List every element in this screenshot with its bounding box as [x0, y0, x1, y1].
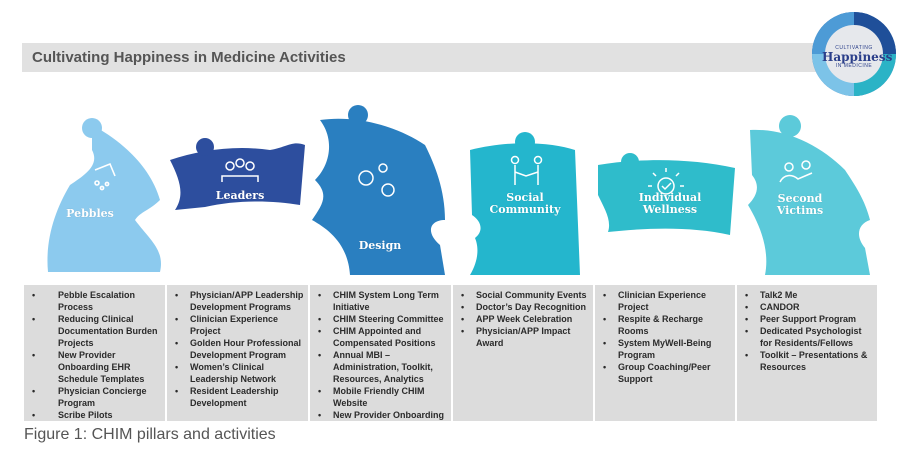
activity-item: Dedicated Psychologist for Residents/Fel… [743, 325, 874, 349]
activity-item: Reducing Clinical Documentation Burden P… [30, 313, 162, 349]
activity-item: Women’s Clinical Leadership Network [173, 361, 305, 385]
activity-item: Resident Leadership Development [173, 385, 305, 409]
activity-item: Talk2 Me [743, 289, 874, 301]
activity-item: Physician/APP Leadership Development Pro… [173, 289, 305, 313]
pillar-label-individual-wellness: Individual Wellness [638, 191, 702, 216]
activity-item: Annual MBI – Administration, Toolkit, Re… [316, 349, 448, 385]
activity-item: APP Week Celebration [459, 313, 590, 325]
support-person-icon [779, 160, 813, 183]
individual-wellness-piece [598, 153, 735, 235]
activity-item: Social Community Events [459, 289, 590, 301]
activity-item: New Provider Onboarding [316, 409, 448, 421]
activity-item: CHIM System Long Term Initiative [316, 289, 448, 313]
activity-item: Golden Hour Professional Development Pro… [173, 337, 305, 361]
pillar-label-leaders: Leaders [215, 189, 265, 202]
activity-item: CHIM Appointed and Compensated Positions [316, 325, 448, 349]
activity-item: Peer Support Program [743, 313, 874, 325]
leaders-piece [170, 138, 305, 210]
activity-item: Mobile Friendly CHIM Website [316, 385, 448, 409]
people-group-icon [221, 158, 259, 182]
pebbles-piece [47, 118, 161, 272]
activity-item: Doctor’s Day Recognition [459, 301, 590, 313]
pillar-label-pebbles: Pebbles [66, 207, 114, 220]
handshake-icon [510, 155, 543, 185]
leaders-activities: Physician/APP Leadership Development Pro… [167, 285, 308, 421]
logo-text: CULTIVATING Happiness IN MEDICINE [822, 45, 893, 69]
activity-item: Scribe Pilots [30, 409, 162, 421]
chim-logo [812, 12, 896, 96]
activity-item: CANDOR [743, 301, 874, 313]
activity-item: Respite & Recharge Rooms [601, 313, 732, 337]
pebbles-activities: Pebble Escalation ProcessReducing Clinic… [24, 285, 165, 421]
pillar-label-design: Design [358, 239, 402, 252]
social-community-piece [470, 132, 580, 275]
design-activities: CHIM System Long Term InitiativeCHIM Ste… [310, 285, 451, 421]
title-bar: Cultivating Happiness in Medicine Activi… [22, 43, 872, 72]
activity-item: Clinician Experience Project [601, 289, 732, 313]
activity-item: System MyWell-Being Program [601, 337, 732, 361]
pillar-puzzle-pieces [47, 105, 870, 275]
activity-item: Group Coaching/Peer Support [601, 361, 732, 385]
activity-item: CHIM Steering Committee [316, 313, 448, 325]
second-victims-piece [748, 115, 870, 275]
page-title: Cultivating Happiness in Medicine Activi… [32, 49, 346, 66]
second-victims-activities: Talk2 MeCANDORPeer Support ProgramDedica… [737, 285, 877, 421]
activity-item: Physician/APP Impact Award [459, 325, 590, 349]
figure-caption: Figure 1: CHIM pillars and activities [24, 426, 276, 443]
individual-wellness-activities: Clinician Experience ProjectRespite & Re… [595, 285, 735, 421]
activity-item: New Provider Onboarding EHR Schedule Tem… [30, 349, 162, 385]
activity-item: Clinician Experience Project [173, 313, 305, 337]
gears-icon [358, 163, 395, 197]
pillar-label-social-community: Social Community [489, 191, 561, 216]
pillar-label-second-victims: Second Victims [776, 192, 824, 217]
design-piece [312, 105, 445, 275]
activity-item: Pebble Escalation Process [30, 289, 162, 313]
sun-check-icon [648, 168, 684, 195]
pebbles-icon [94, 162, 116, 191]
activity-item: Toolkit – Presentations & Resources [743, 349, 874, 373]
activity-item: Physician Concierge Program [30, 385, 162, 409]
social-community-activities: Social Community EventsDoctor’s Day Reco… [453, 285, 593, 421]
